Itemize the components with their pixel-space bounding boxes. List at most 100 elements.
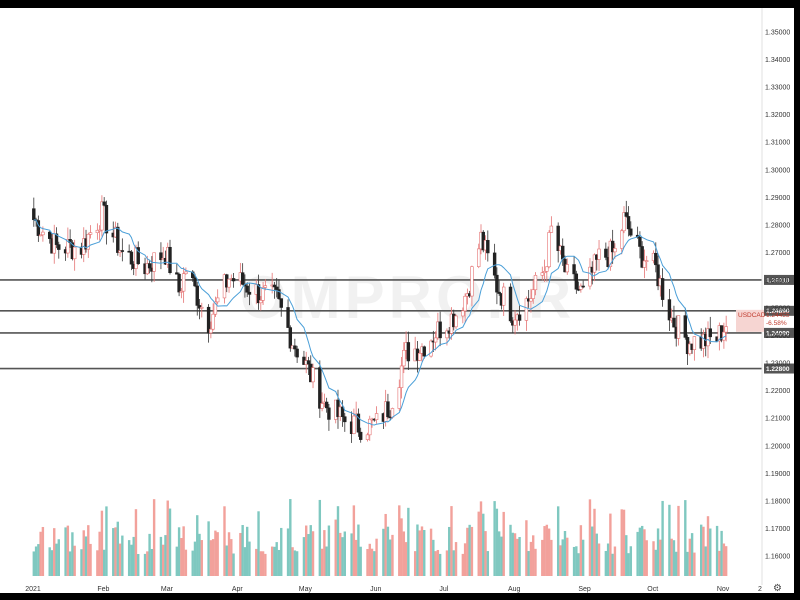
- volume-bar: [513, 533, 517, 576]
- volume-bar: [116, 521, 119, 576]
- volume-bar: [209, 540, 213, 576]
- level-price-box: [764, 305, 794, 316]
- candle-body: [159, 252, 163, 261]
- volume-bar: [225, 545, 228, 576]
- candle-body: [136, 247, 140, 265]
- candle-body: [38, 234, 43, 237]
- level-price-box: [764, 327, 794, 338]
- candle-body: [293, 345, 297, 350]
- time-axis[interactable]: 2021 Feb Mar Apr May Jun Jul Aug Sep Oct Nov 2: [25, 586, 762, 593]
- volume-bar: [305, 525, 308, 576]
- candle-body: [654, 252, 658, 266]
- candle-body: [454, 315, 458, 328]
- candle-body: [54, 233, 59, 245]
- volume-bar: [148, 533, 151, 576]
- volume-bar: [137, 553, 140, 576]
- volume-bar: [386, 526, 390, 576]
- volume-bar: [566, 537, 569, 576]
- price-tick-label: 1.34000: [765, 57, 790, 64]
- volume-bar: [604, 550, 608, 576]
- volume-bar: [168, 508, 172, 576]
- candle-body: [193, 277, 197, 287]
- candle-body: [497, 291, 501, 294]
- candle-body: [374, 413, 379, 420]
- candle-body: [102, 201, 106, 206]
- volume-bar: [73, 545, 76, 576]
- volume-bar: [486, 551, 490, 576]
- volume-bar: [162, 544, 165, 576]
- candle-body: [463, 295, 467, 312]
- volume-bar: [527, 551, 530, 576]
- price-tick-label: 1.22000: [765, 388, 790, 395]
- price-tick-label: 1.23000: [765, 361, 790, 368]
- candle-body: [588, 266, 592, 287]
- candle-body: [556, 225, 560, 251]
- volume-bar: [359, 546, 362, 576]
- candle-body: [667, 299, 672, 321]
- candle-body: [642, 260, 647, 268]
- candle-body: [231, 278, 236, 282]
- candle-body: [274, 286, 279, 290]
- candle-body: [706, 328, 710, 347]
- candle-body: [211, 313, 215, 330]
- candle-body: [272, 284, 277, 288]
- candle-body: [429, 340, 433, 357]
- candle-body: [604, 248, 608, 258]
- candle-body: [418, 353, 422, 361]
- volume-bar: [661, 500, 664, 576]
- volume-bar: [273, 546, 276, 576]
- volume-bar: [640, 525, 644, 576]
- candle-body: [200, 306, 204, 309]
- candle-body: [386, 401, 390, 418]
- level-price-label: 1.24890: [766, 308, 790, 315]
- volume-bar: [391, 534, 394, 576]
- volume-bar: [638, 527, 642, 576]
- volume-bar: [579, 525, 583, 576]
- price-chart[interactable]: OMPRO.IR 1.26010 1.24890 1.24090 1.22800 1.…: [0, 8, 794, 593]
- candle-body: [177, 273, 181, 293]
- candle-body: [390, 408, 395, 418]
- candle-body: [470, 266, 474, 297]
- volume-bar: [280, 527, 283, 576]
- volume-bar: [484, 531, 487, 576]
- volume-bar: [286, 528, 290, 576]
- volume-bar: [423, 530, 426, 576]
- volume-bar: [502, 511, 505, 576]
- chart-panel[interactable]: OMPRO.IR 1.26010 1.24890 1.24090 1.22800 1.…: [0, 8, 794, 593]
- candle-body: [461, 310, 465, 317]
- last-price-value: 1.24455: [766, 312, 790, 319]
- candle-body: [86, 234, 90, 250]
- volume-bar: [659, 539, 662, 576]
- candle-body: [622, 212, 626, 232]
- time-tick-label: May: [299, 586, 313, 593]
- volume-bar: [591, 526, 594, 576]
- candle-body: [240, 272, 245, 285]
- price-tick-label: 1.18000: [765, 499, 790, 506]
- volume-bar: [656, 528, 660, 576]
- candle-body: [213, 301, 218, 315]
- volume-bar: [577, 553, 580, 576]
- volume-bar: [561, 539, 564, 576]
- volume-bar: [693, 552, 696, 576]
- price-axis[interactable]: 1.35000 1.34000 1.33000 1.32000 1.31000 1.300…: [765, 29, 790, 560]
- volume-bar: [432, 539, 435, 576]
- time-tick-label: 2: [758, 586, 762, 593]
- volume-bar: [102, 549, 106, 576]
- candle-body: [279, 298, 283, 308]
- candle-body: [565, 264, 569, 273]
- candle-body: [561, 245, 565, 260]
- volume-bar: [452, 550, 455, 576]
- volume-bar: [611, 553, 614, 576]
- candle-body: [245, 285, 249, 293]
- price-tick-label: 1.29000: [765, 195, 790, 202]
- price-tick-label: 1.20000: [765, 443, 790, 450]
- settings-gear-icon[interactable]: ⚙: [773, 583, 782, 593]
- volume-bar: [118, 543, 122, 576]
- candle-body: [145, 263, 150, 275]
- volume-bar: [518, 537, 521, 576]
- volume-bar: [668, 504, 671, 576]
- price-tick-label: 1.28000: [765, 223, 790, 230]
- candle-body: [608, 240, 613, 267]
- volume-bar: [264, 553, 267, 576]
- candle-body: [477, 248, 481, 267]
